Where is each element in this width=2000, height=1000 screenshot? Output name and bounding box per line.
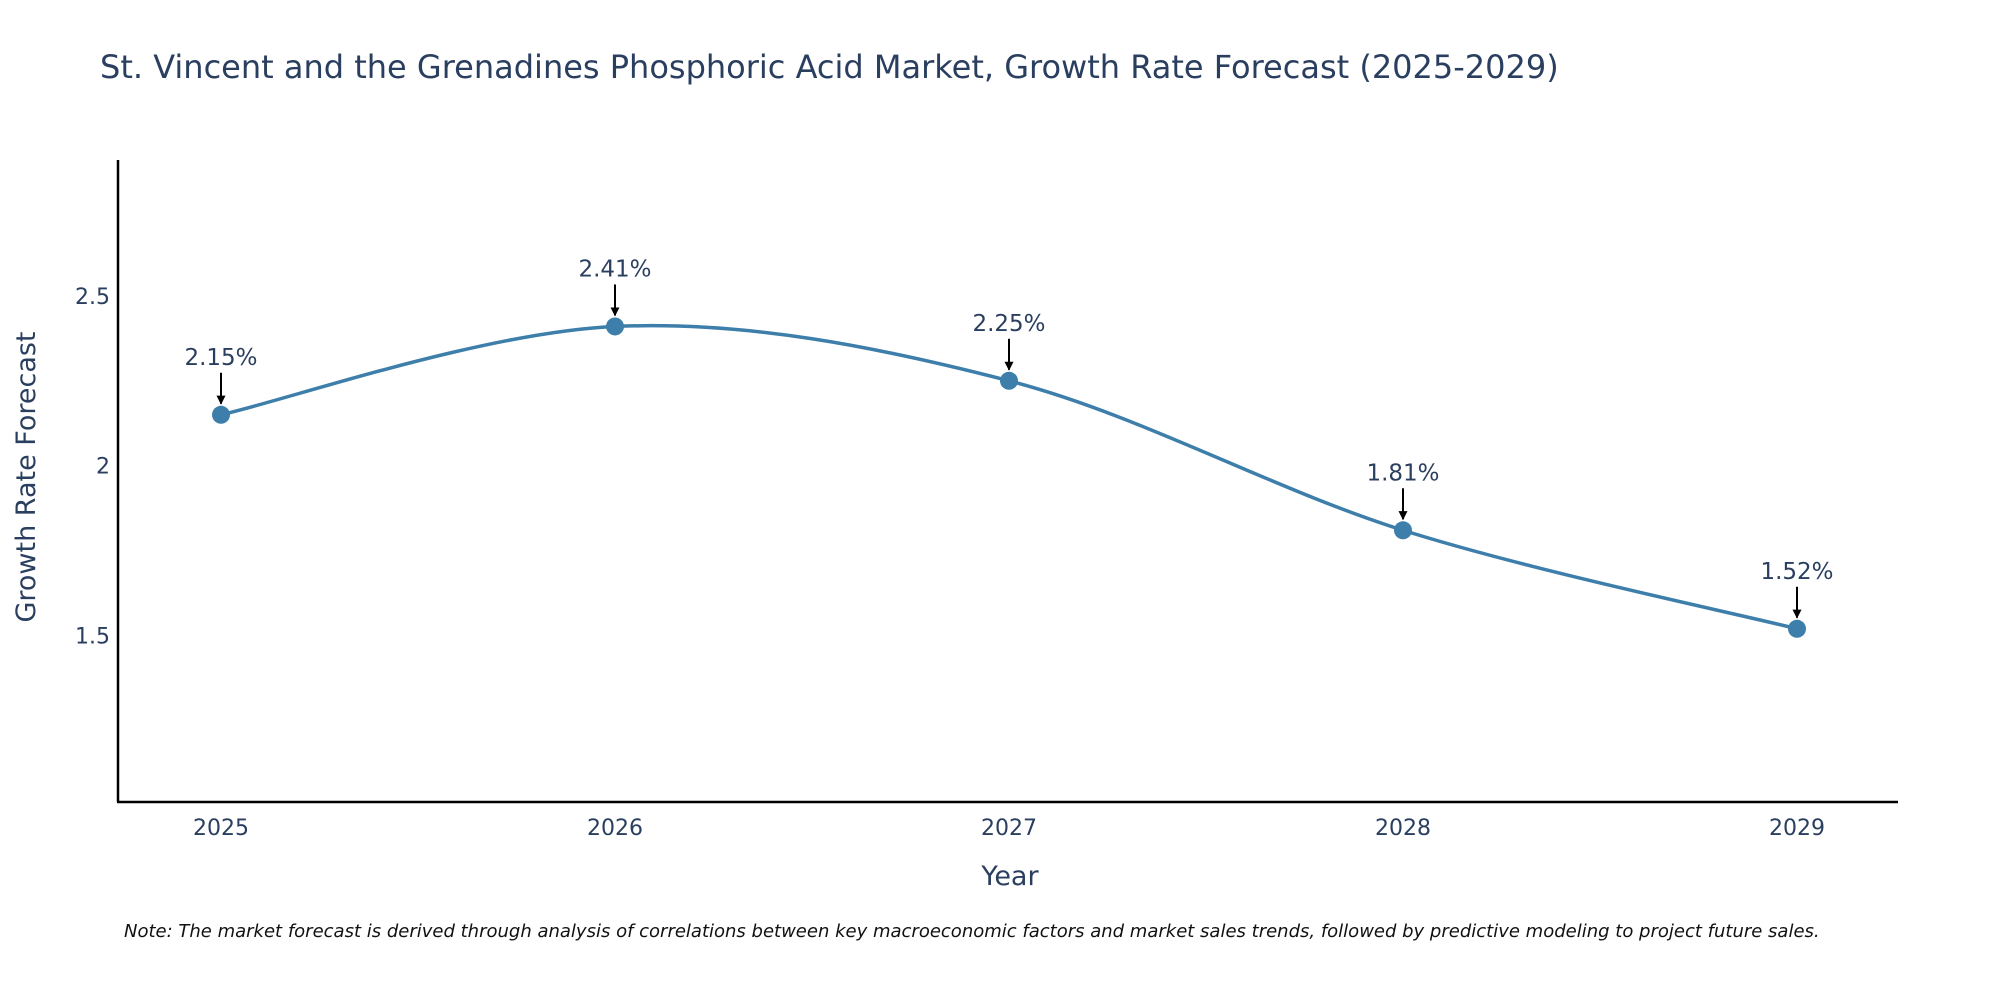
y-tick-label: 2.5: [75, 285, 110, 310]
data-label-2026: 2.41%: [578, 256, 651, 282]
x-tick-label: 2029: [1769, 816, 1825, 841]
y-tick-label: 2: [96, 455, 110, 480]
data-label-2028: 1.81%: [1366, 460, 1439, 486]
series-line: [220, 323, 1798, 631]
x-tick-label: 2025: [193, 816, 249, 841]
data-point-2029[interactable]: [1788, 619, 1806, 638]
chart-title: St. Vincent and the Grenadines Phosphori…: [100, 48, 1559, 86]
x-axis-title: Year: [980, 861, 1039, 892]
y-tick-label: 1.5: [75, 625, 110, 650]
y-axis-title: Growth Rate Forecast: [11, 331, 42, 622]
footnote: Note: The market forecast is derived thr…: [124, 921, 1820, 942]
x-tick-label: 2028: [1375, 816, 1431, 841]
data-point-2028[interactable]: [1394, 521, 1412, 540]
x-tick-label: 2027: [981, 816, 1037, 841]
data-point-2027[interactable]: [1000, 371, 1018, 390]
data-point-2025[interactable]: [212, 405, 230, 424]
data-label-2025: 2.15%: [184, 345, 257, 371]
x-tick-label: 2026: [587, 816, 643, 841]
data-label-2029: 1.52%: [1760, 559, 1833, 585]
data-point-2026[interactable]: [606, 317, 624, 336]
data-label-2027: 2.25%: [972, 311, 1045, 337]
